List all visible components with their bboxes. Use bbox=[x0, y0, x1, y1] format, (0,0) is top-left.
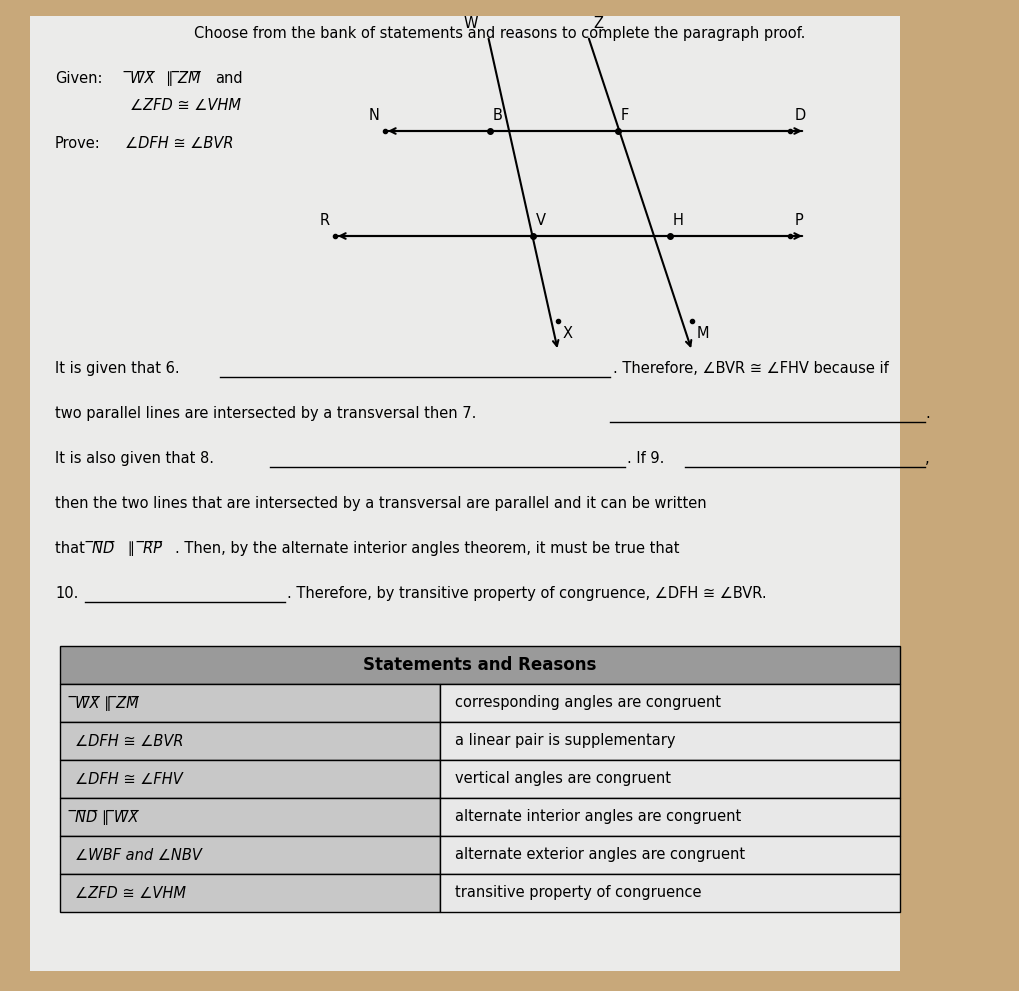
Text: W: W bbox=[464, 16, 478, 31]
Text: . Then, by the alternate interior angles theorem, it must be true that: . Then, by the alternate interior angles… bbox=[175, 541, 680, 556]
FancyBboxPatch shape bbox=[440, 722, 900, 760]
FancyBboxPatch shape bbox=[60, 722, 440, 760]
Text: ̅N̅D̅ ∥ ̅W̅X̅: ̅N̅D̅ ∥ ̅W̅X̅ bbox=[75, 810, 139, 825]
Text: ,: , bbox=[925, 451, 929, 466]
Text: vertical angles are congruent: vertical angles are congruent bbox=[455, 772, 671, 787]
Text: It is also given that 8.: It is also given that 8. bbox=[55, 451, 214, 466]
Text: D: D bbox=[795, 108, 806, 123]
Text: then the two lines that are intersected by a transversal are parallel and it can: then the two lines that are intersected … bbox=[55, 496, 706, 511]
Text: F: F bbox=[621, 108, 630, 123]
Text: ̅R̅P̅: ̅R̅P̅ bbox=[143, 541, 162, 556]
FancyBboxPatch shape bbox=[60, 646, 900, 684]
FancyBboxPatch shape bbox=[440, 874, 900, 912]
FancyBboxPatch shape bbox=[60, 836, 440, 874]
FancyBboxPatch shape bbox=[60, 684, 440, 722]
Text: Z: Z bbox=[593, 16, 603, 31]
Text: Prove:: Prove: bbox=[55, 136, 101, 151]
Text: alternate interior angles are congruent: alternate interior angles are congruent bbox=[455, 810, 741, 825]
FancyBboxPatch shape bbox=[440, 798, 900, 836]
Text: and: and bbox=[215, 71, 243, 86]
Text: H: H bbox=[673, 213, 684, 228]
Text: V: V bbox=[536, 213, 546, 228]
Text: X: X bbox=[564, 326, 573, 341]
Text: ̅Z̅M̅: ̅Z̅M̅ bbox=[178, 71, 201, 86]
FancyBboxPatch shape bbox=[440, 836, 900, 874]
Text: B: B bbox=[493, 108, 502, 123]
Text: that: that bbox=[55, 541, 90, 556]
Text: Statements and Reasons: Statements and Reasons bbox=[364, 656, 597, 674]
Text: ̅N̅D̅: ̅N̅D̅ bbox=[92, 541, 114, 556]
Text: corresponding angles are congruent: corresponding angles are congruent bbox=[455, 696, 721, 711]
Text: P: P bbox=[795, 213, 804, 228]
Text: . Therefore, ∠BVR ≅ ∠FHV because if: . Therefore, ∠BVR ≅ ∠FHV because if bbox=[613, 361, 889, 376]
Text: a linear pair is supplementary: a linear pair is supplementary bbox=[455, 733, 676, 748]
Text: alternate exterior angles are congruent: alternate exterior angles are congruent bbox=[455, 847, 745, 862]
Text: Given:: Given: bbox=[55, 71, 103, 86]
Text: M: M bbox=[697, 326, 709, 341]
Text: ∠WBF and ∠NBV: ∠WBF and ∠NBV bbox=[75, 847, 202, 862]
Text: . Therefore, by transitive property of congruence, ∠DFH ≅ ∠BVR.: . Therefore, by transitive property of c… bbox=[287, 586, 766, 601]
Text: . If 9.: . If 9. bbox=[627, 451, 664, 466]
Text: ∥: ∥ bbox=[165, 71, 172, 86]
Text: N: N bbox=[369, 108, 380, 123]
Text: ∠DFH ≅ ∠BVR: ∠DFH ≅ ∠BVR bbox=[75, 733, 183, 748]
Text: Choose from the bank of statements and reasons to complete the paragraph proof.: Choose from the bank of statements and r… bbox=[195, 26, 806, 41]
Text: ∠DFH ≅ ∠FHV: ∠DFH ≅ ∠FHV bbox=[75, 772, 182, 787]
Text: two parallel lines are intersected by a transversal then 7.: two parallel lines are intersected by a … bbox=[55, 406, 476, 421]
Text: R: R bbox=[320, 213, 330, 228]
Text: transitive property of congruence: transitive property of congruence bbox=[455, 886, 701, 901]
Text: ∥: ∥ bbox=[123, 541, 140, 556]
Text: ∠ZFD ≅ ∠VHM: ∠ZFD ≅ ∠VHM bbox=[75, 886, 186, 901]
FancyBboxPatch shape bbox=[60, 798, 440, 836]
Text: ̅W̅X̅ ∥ ̅Z̅M̅: ̅W̅X̅ ∥ ̅Z̅M̅ bbox=[75, 696, 139, 711]
Text: 10.: 10. bbox=[55, 586, 78, 601]
FancyBboxPatch shape bbox=[60, 874, 440, 912]
Text: ∠DFH ≅ ∠BVR: ∠DFH ≅ ∠BVR bbox=[125, 136, 233, 151]
FancyBboxPatch shape bbox=[440, 684, 900, 722]
FancyBboxPatch shape bbox=[30, 16, 900, 971]
FancyBboxPatch shape bbox=[440, 760, 900, 798]
Text: It is given that 6.: It is given that 6. bbox=[55, 361, 179, 376]
FancyBboxPatch shape bbox=[60, 760, 440, 798]
Text: ∠ZFD ≅ ∠VHM: ∠ZFD ≅ ∠VHM bbox=[130, 98, 242, 113]
Text: .: . bbox=[925, 406, 929, 421]
Text: ̅W̅X̅: ̅W̅X̅ bbox=[130, 71, 155, 86]
